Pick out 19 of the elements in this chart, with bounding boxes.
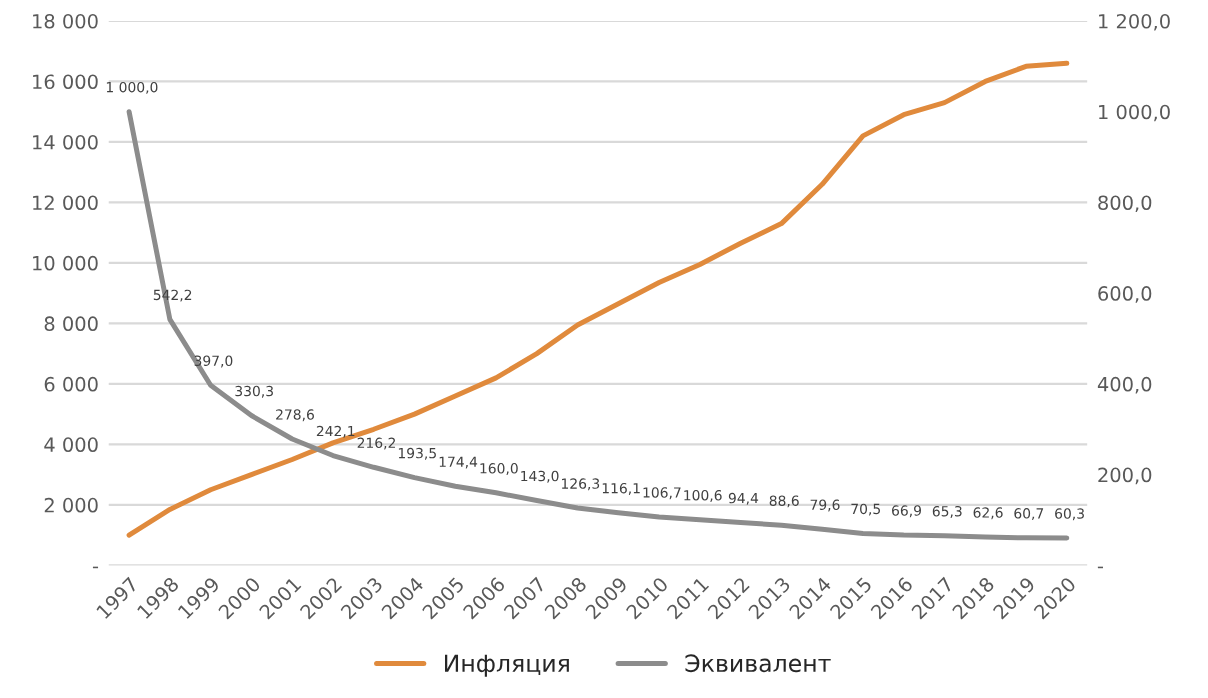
- y2-tick-label: 1 200,0: [1099, 13, 1170, 31]
- y-tick-label: 14 000: [33, 134, 98, 150]
- y-tick-label: 4 000: [44, 437, 98, 453]
- y2-tick-label: 600,0: [1098, 286, 1152, 303]
- y-tick-label: 12 000: [33, 195, 98, 211]
- y-tick-label: 8 000: [44, 316, 98, 332]
- y2-tick-label: 200,0: [1098, 467, 1152, 485]
- y2-tick-label: 800,0: [1098, 195, 1152, 213]
- y-tick-label: -: [92, 566, 99, 569]
- y-tick-label: 16 000: [33, 74, 98, 90]
- y2-tick-label: -: [1097, 566, 1103, 569]
- y-tick-label: 2 000: [44, 497, 98, 513]
- y2-tick-label: 400,0: [1097, 376, 1152, 394]
- y-tick-label: 6 000: [44, 376, 98, 392]
- y-tick-label: 18 000: [33, 13, 98, 29]
- legend-label: Инфляция: [445, 654, 569, 677]
- y-tick-label: 10 000: [33, 255, 98, 271]
- legend-label: Эквивалент: [685, 654, 831, 673]
- y2-tick-label: 1 000,0: [1099, 104, 1170, 122]
